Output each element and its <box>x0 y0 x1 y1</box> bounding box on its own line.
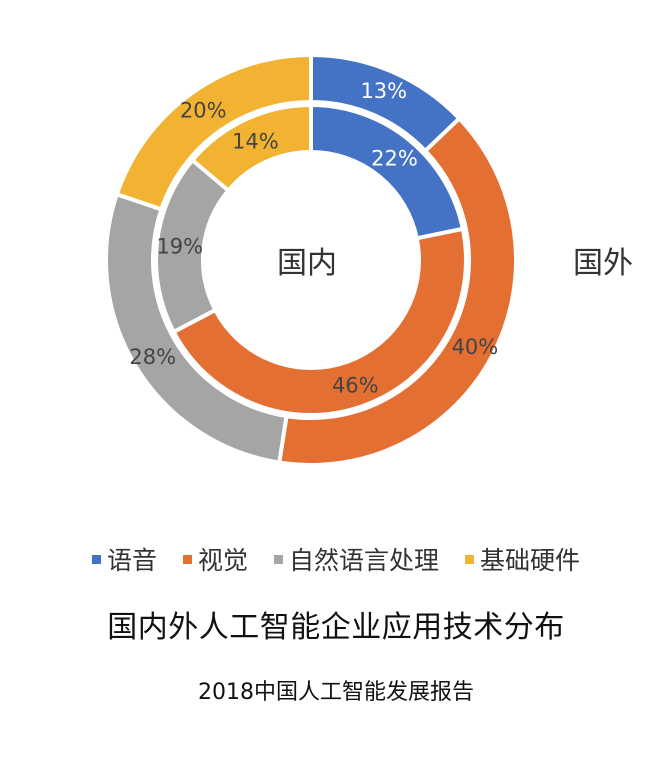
legend-label-hardware: 基础硬件 <box>480 546 581 575</box>
inner-slice-hardware <box>189 102 313 194</box>
legend-label-nlp: 自然语言处理 <box>289 546 440 575</box>
outer-data-label-speech: 13% <box>360 79 407 103</box>
legend: 语音 视觉 自然语言处理 基础硬件 <box>0 541 672 577</box>
inner-ring-label: 国内 <box>277 246 337 281</box>
legend-swatch-vision <box>182 554 192 564</box>
legend-swatch-hardware <box>465 554 475 564</box>
legend-item-hardware: 基础硬件 <box>465 541 580 577</box>
legend-label-speech: 语音 <box>106 546 157 575</box>
outer-ring <box>104 52 518 467</box>
outer-data-label-nlp: 28% <box>129 345 176 369</box>
inner-data-label-speech: 22% <box>371 147 418 171</box>
legend-item-speech: 语音 <box>91 541 157 577</box>
outer-data-label-vision: 40% <box>452 335 499 359</box>
chart-source: 2018中国人工智能发展报告 <box>198 680 474 705</box>
legend-item-vision: 视觉 <box>182 541 248 577</box>
outer-slice-hardware <box>114 52 313 212</box>
inner-data-label-nlp: 19% <box>156 235 203 259</box>
outer-data-label-hardware: 20% <box>180 99 227 123</box>
inner-slice-vision <box>170 226 468 417</box>
chart-title: 国内外人工智能企业应用技术分布 <box>107 610 565 645</box>
inner-ring <box>154 102 468 417</box>
legend-item-nlp: 自然语言处理 <box>274 541 439 577</box>
legend-swatch-nlp <box>274 554 283 564</box>
outer-ring-label: 国外 <box>573 246 633 281</box>
legend-swatch-speech <box>91 554 101 564</box>
donut-chart: 13% 40% 28% 20% 22% 46% 19% 14% 国内 国外 <box>104 52 633 467</box>
legend-label-vision: 视觉 <box>197 546 248 575</box>
slice-labels: 13% 40% 28% 20% 22% 46% 19% 14% <box>129 79 498 397</box>
inner-data-label-vision: 46% <box>332 373 379 397</box>
outer-slice-vision <box>276 115 518 467</box>
inner-data-label-hardware: 14% <box>232 129 279 153</box>
